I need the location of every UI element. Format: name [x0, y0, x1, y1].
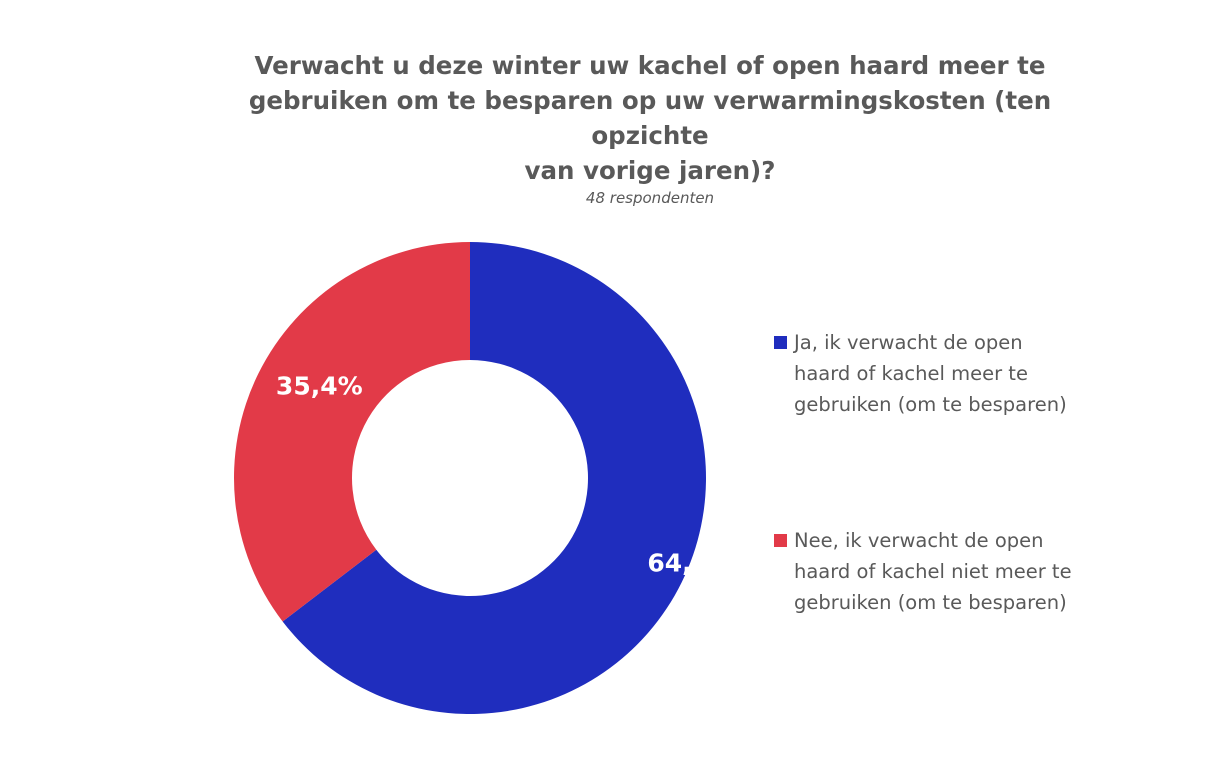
chart-title-line: van vorige jaren)? — [524, 156, 776, 185]
chart-legend: Ja, ik verwacht de open haard of kachel … — [770, 327, 1130, 618]
chart-subtitle: 48 respondenten — [585, 189, 715, 207]
legend-label-line: gebruiken (om te besparen) — [794, 591, 1067, 614]
legend-label-line: haard of kachel niet meer te — [794, 560, 1072, 583]
chart-title-line: Verwacht u deze winter uw kachel of open… — [254, 51, 1046, 80]
legend-label-line: Nee, ik verwacht de open — [794, 529, 1044, 552]
legend-swatch-ja — [774, 336, 787, 349]
legend-label-line: gebruiken (om te besparen) — [794, 393, 1067, 416]
data-label-ja: 64,6% — [647, 548, 734, 577]
legend-label-line: haard of kachel meer te — [794, 362, 1028, 385]
legend-item-ja: Ja, ik verwacht de open haard of kachel … — [770, 327, 1130, 420]
data-label-nee: 35,4% — [276, 372, 363, 401]
legend-label-line: Ja, ik verwacht de open — [794, 331, 1023, 354]
legend-item-nee: Nee, ik verwacht de open haard of kachel… — [770, 525, 1130, 618]
donut-slice-nee — [234, 242, 470, 622]
chart-title: Verwacht u deze winter uw kachel of open… — [200, 48, 1100, 188]
legend-swatch-nee — [774, 534, 787, 547]
chart-title-line: gebruiken om te besparen op uw verwarmin… — [248, 86, 1052, 150]
chart-title-block: Verwacht u deze winter uw kachel of open… — [200, 48, 1100, 208]
donut-slice-ja — [282, 242, 706, 714]
